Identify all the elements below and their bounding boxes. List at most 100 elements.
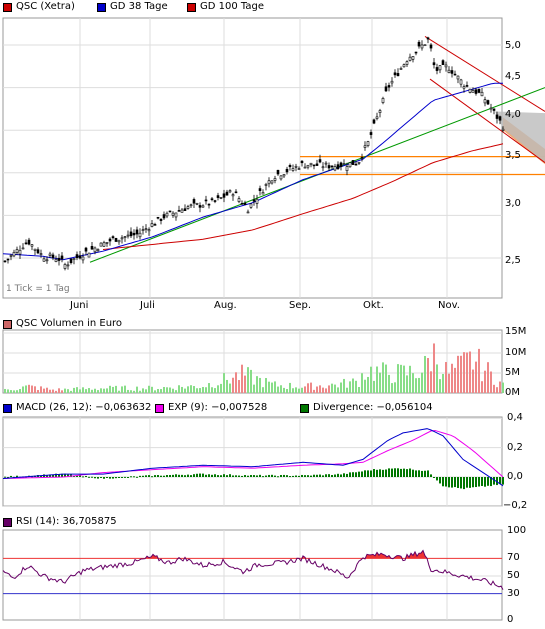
price-candle — [459, 79, 463, 85]
price-candle — [6, 258, 10, 261]
volume-bar — [259, 377, 261, 393]
divergence-bar — [424, 470, 426, 477]
volume-bar — [208, 383, 210, 393]
price-candle — [63, 264, 67, 269]
divergence-bar — [481, 477, 483, 486]
divergence-bar — [145, 475, 147, 477]
volume-bar — [154, 390, 156, 393]
price-candle — [408, 56, 412, 61]
divergence-bar — [493, 477, 495, 485]
divergence-bar — [103, 477, 105, 479]
volume-bar — [199, 388, 201, 393]
legend-label-rsi: RSI (14): 36,705875 — [16, 516, 117, 527]
volume-bar — [25, 385, 27, 393]
volume-bar — [124, 385, 126, 393]
volume-bar — [232, 377, 234, 393]
volume-bar — [100, 388, 102, 393]
divergence-bar — [472, 477, 474, 488]
divergence-bar — [415, 470, 417, 477]
price-candle — [15, 249, 19, 253]
price-candle — [87, 252, 91, 258]
price-tick-label: 4,5 — [505, 71, 521, 82]
volume-bar — [436, 364, 438, 393]
divergence-bar — [484, 477, 486, 487]
price-candle — [351, 160, 355, 165]
divergence-bar — [115, 477, 117, 479]
price-candle — [486, 100, 490, 105]
macd-tick-label: −0,2 — [503, 500, 528, 511]
rsi-tick-label: 100 — [507, 525, 527, 536]
price-candle — [252, 199, 256, 202]
price-candle — [339, 162, 343, 167]
volume-bar — [385, 364, 387, 393]
volume-bar — [337, 387, 339, 393]
rsi-tick-label: 50 — [507, 570, 520, 581]
divergence-bar — [475, 477, 477, 488]
divergence-bar — [346, 473, 348, 477]
volume-bar — [340, 382, 342, 393]
divergence-bar — [55, 473, 57, 477]
divergence-bar — [139, 475, 141, 477]
price-candle — [105, 242, 109, 244]
month-label: Nov. — [438, 300, 460, 311]
volume-bar — [148, 385, 150, 393]
price-candle — [456, 75, 460, 80]
divergence-bar — [460, 477, 462, 489]
volume-bar — [352, 378, 354, 393]
divergence-bar — [256, 475, 258, 477]
volume-bar — [445, 362, 447, 393]
price-candle — [291, 168, 295, 171]
month-label: Sep. — [289, 300, 312, 311]
divergence-bar — [364, 470, 366, 477]
volume-bar — [106, 388, 108, 393]
price-candle — [465, 85, 469, 87]
price-candle — [237, 198, 241, 202]
legend-swatch-macd — [3, 404, 12, 413]
divergence-bar — [283, 474, 285, 477]
divergence-bar — [295, 475, 297, 477]
panel-frame — [2, 416, 503, 507]
divergence-bar — [439, 477, 441, 484]
volume-bar — [499, 381, 501, 393]
volume-bar — [55, 390, 57, 393]
volume-bar — [97, 390, 99, 393]
divergence-bar — [10, 475, 12, 477]
price-candle — [231, 194, 235, 197]
divergence-bar — [190, 475, 192, 477]
price-candle — [336, 164, 340, 169]
volume-bar — [274, 381, 276, 393]
price-candle — [492, 108, 496, 111]
price-candle — [33, 248, 37, 251]
divergence-bar — [91, 476, 93, 478]
price-candle — [426, 37, 430, 40]
volume-bar — [34, 386, 36, 393]
divergence-bar — [196, 473, 198, 477]
divergence-bar — [304, 475, 306, 477]
divergence-bar — [451, 477, 453, 488]
divergence-bar — [157, 475, 159, 477]
divergence-bar — [337, 473, 339, 477]
volume-bar — [241, 364, 243, 393]
price-candle — [384, 86, 388, 92]
volume-bar — [13, 390, 15, 393]
rsi-tick-label: 30 — [507, 588, 520, 599]
volume-bar — [430, 371, 432, 393]
divergence-bar — [397, 468, 399, 477]
volume-bar — [316, 386, 318, 393]
price-candle — [444, 64, 448, 68]
volume-bar — [448, 373, 450, 393]
volume-bar — [169, 387, 171, 393]
price-candle — [273, 178, 277, 181]
price-candle — [276, 169, 280, 175]
price-candle — [471, 90, 475, 93]
volume-bar — [160, 389, 162, 393]
volume-bar — [394, 382, 396, 393]
divergence-bar — [211, 474, 213, 477]
divergence-bar — [241, 475, 243, 477]
volume-bar — [502, 382, 504, 393]
price-candle — [78, 255, 82, 259]
price-candle — [18, 249, 22, 255]
divergence-bar — [208, 474, 210, 477]
volume-tick-label: 15M — [505, 326, 527, 337]
